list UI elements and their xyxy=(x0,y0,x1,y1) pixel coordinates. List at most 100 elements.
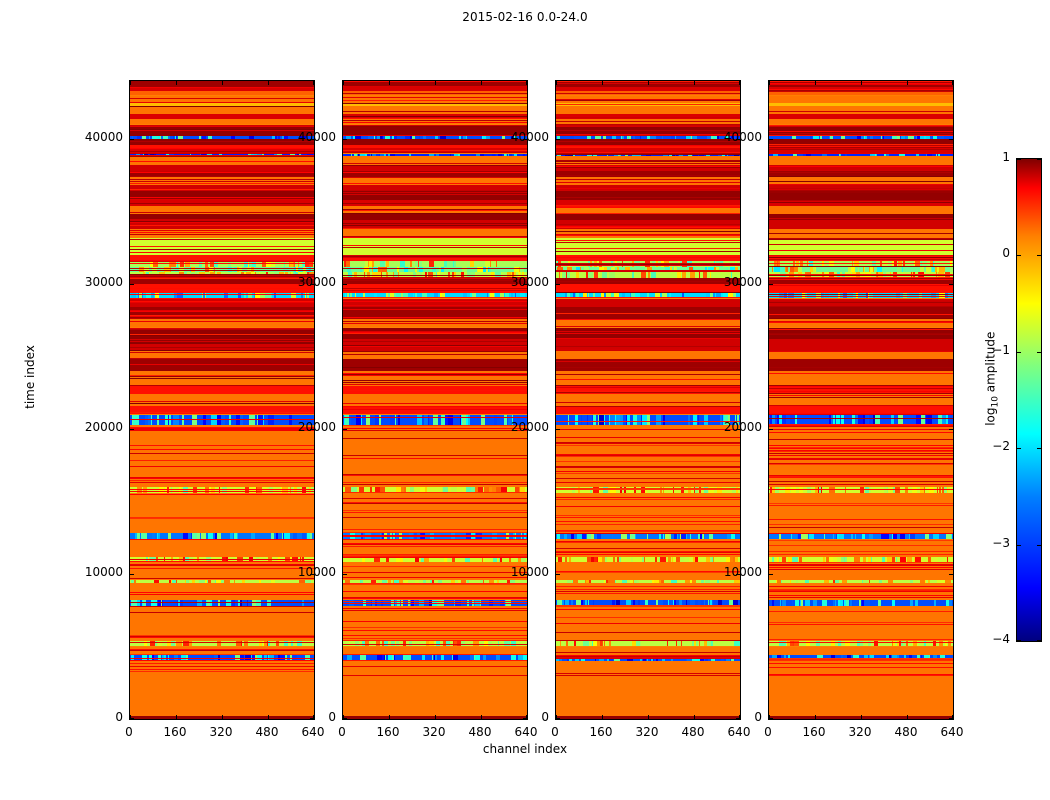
heatmap-flagged-sample xyxy=(919,579,925,583)
heatmap-row-band xyxy=(556,156,740,166)
heatmap-flagged-sample xyxy=(374,487,381,493)
heatmap-panel-0[interactable]: XX, BL V1*V6 xyxy=(129,80,315,720)
heatmap-row-line xyxy=(343,528,527,530)
heatmap-panel-2[interactable]: XY, BL V1*V6 xyxy=(555,80,741,720)
heatmap-row-band xyxy=(556,214,740,221)
heatmap-flagged-sample xyxy=(259,153,265,157)
heatmap-flagged-sample xyxy=(799,260,803,267)
heatmap-flagged-sample xyxy=(481,266,485,273)
heatmap-row-line xyxy=(769,568,953,570)
heatmap-row-line xyxy=(556,175,740,177)
heatmap-flagged-sample xyxy=(242,579,245,583)
heatmap-row-line xyxy=(769,329,953,331)
heatmap-row-line xyxy=(343,332,527,334)
heatmap-flagged-sample xyxy=(388,655,393,661)
heatmap-row-line xyxy=(343,305,527,307)
heatmap-flagged-sample xyxy=(801,600,803,606)
heatmap-flagged-sample xyxy=(369,266,372,273)
heatmap-row-line xyxy=(556,319,740,321)
heatmap-flagged-sample xyxy=(495,655,501,661)
heatmap-row-line xyxy=(769,131,953,133)
y-tick-right xyxy=(736,139,740,140)
heatmap-row-line xyxy=(343,634,527,636)
heatmap-row-band xyxy=(130,318,314,328)
heatmap-row-band xyxy=(769,170,953,177)
heatmap-row-line xyxy=(556,586,740,588)
heatmap-flagged-sample xyxy=(923,640,926,647)
heatmap-row-line xyxy=(556,326,740,328)
heatmap-flagged-sample xyxy=(600,292,604,299)
heatmap-flagged-sample xyxy=(354,153,358,157)
heatmap-row-line xyxy=(343,152,527,154)
heatmap-row-line xyxy=(343,600,527,602)
heatmap-row-band xyxy=(343,95,527,103)
heatmap-flagged-sample xyxy=(661,292,667,299)
heatmap-row-line xyxy=(769,384,953,386)
heatmap-row-band xyxy=(556,95,740,103)
heatmap-flagged-sample xyxy=(233,533,237,540)
x-tick-top xyxy=(648,81,649,85)
heatmap-flagged-sample xyxy=(619,556,621,563)
heatmap-flagged-sample xyxy=(605,579,609,583)
heatmap-flagged-sample xyxy=(602,136,607,139)
x-tick-label: 160 xyxy=(376,725,400,739)
heatmap-flagged-sample xyxy=(151,600,158,606)
heatmap-row-line xyxy=(343,590,527,592)
heatmap-flagged-sample xyxy=(673,556,676,563)
heatmap-flagged-sample xyxy=(345,579,350,583)
heatmap-flagged-sample xyxy=(414,533,418,540)
heatmap-flagged-sample xyxy=(675,533,679,540)
heatmap-row-line xyxy=(130,246,314,248)
heatmap-row-band xyxy=(130,91,314,96)
heatmap-flagged-sample xyxy=(158,533,160,540)
y-tick xyxy=(769,718,773,719)
heatmap-flagged-sample xyxy=(902,292,908,299)
heatmap-panel-1[interactable]: YY, BL V1*V6 xyxy=(342,80,528,720)
heatmap-flagged-sample xyxy=(680,640,683,647)
heatmap-row-line xyxy=(343,566,527,568)
heatmap-flagged-sample xyxy=(868,579,870,583)
heatmap-row-line xyxy=(769,448,953,450)
heatmap-row-band xyxy=(556,124,740,128)
heatmap-row-line xyxy=(130,311,314,313)
heatmap-flagged-sample xyxy=(457,579,461,583)
heatmap-row-line xyxy=(556,242,740,244)
heatmap-flagged-sample xyxy=(622,533,627,540)
heatmap-flagged-sample xyxy=(662,153,669,157)
heatmap-flagged-sample xyxy=(633,579,637,583)
heatmap-row-band xyxy=(556,579,740,583)
heatmap-row-band xyxy=(130,533,314,540)
heatmap-flagged-sample xyxy=(941,579,946,583)
heatmap-flagged-sample xyxy=(617,556,619,563)
heatmap-flagged-sample xyxy=(169,266,171,273)
heatmap-flagged-sample xyxy=(376,136,382,139)
heatmap-row-band xyxy=(130,147,314,154)
heatmap-flagged-sample xyxy=(586,533,591,540)
heatmap-flagged-sample xyxy=(511,655,516,661)
heatmap-flagged-sample xyxy=(308,487,314,493)
heatmap-flagged-sample xyxy=(857,136,863,139)
heatmap-flagged-sample xyxy=(589,579,592,583)
heatmap-flagged-sample xyxy=(143,640,148,647)
heatmap-row-line xyxy=(556,145,740,147)
heatmap-flagged-sample xyxy=(200,533,206,540)
heatmap-flagged-sample xyxy=(570,533,574,540)
heatmap-flagged-sample xyxy=(848,266,853,273)
heatmap-flagged-sample xyxy=(156,533,160,540)
heatmap-row-line xyxy=(343,474,527,476)
heatmap-flagged-sample xyxy=(402,487,407,493)
colorbar[interactable] xyxy=(1016,158,1042,642)
heatmap-row-line xyxy=(556,442,740,444)
heatmap-flagged-sample xyxy=(130,579,134,583)
heatmap-flagged-sample xyxy=(868,556,872,563)
heatmap-row-line xyxy=(130,203,314,205)
heatmap-row-line xyxy=(130,649,314,651)
y-tick xyxy=(769,574,773,575)
heatmap-flagged-sample xyxy=(869,414,873,425)
heatmap-row-line xyxy=(556,445,740,447)
heatmap-row-line xyxy=(130,327,314,329)
heatmap-flagged-sample xyxy=(444,556,448,563)
heatmap-flagged-sample xyxy=(200,153,206,157)
heatmap-flagged-sample xyxy=(838,533,844,540)
heatmap-panel-3[interactable]: YX, BL V1*V6 xyxy=(768,80,954,720)
